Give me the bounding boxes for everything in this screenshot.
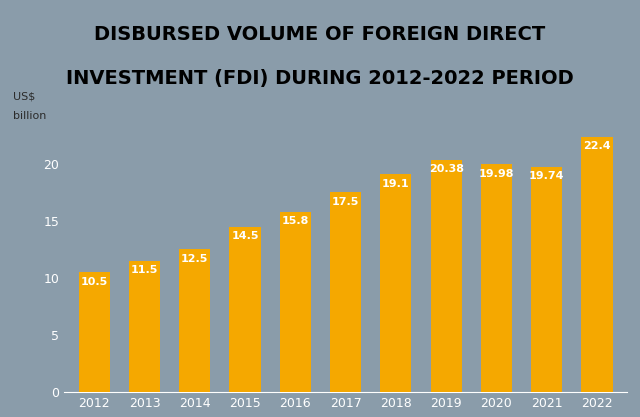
Bar — [531, 167, 563, 392]
Text: 11.5: 11.5 — [131, 265, 158, 275]
Text: INVESTMENT (FDI) DURING 2012-2022 PERIOD: INVESTMENT (FDI) DURING 2012-2022 PERIOD — [66, 70, 574, 88]
Bar — [582, 136, 612, 392]
Text: 20.38: 20.38 — [429, 164, 463, 174]
Text: 19.1: 19.1 — [382, 179, 410, 189]
Text: billion: billion — [13, 111, 47, 121]
Text: US$: US$ — [13, 91, 36, 101]
Text: 19.74: 19.74 — [529, 171, 564, 181]
Text: 15.8: 15.8 — [282, 216, 309, 226]
Text: 19.98: 19.98 — [479, 169, 514, 179]
Text: DISBURSED VOLUME OF FOREIGN DIRECT: DISBURSED VOLUME OF FOREIGN DIRECT — [94, 25, 546, 44]
Bar — [280, 212, 311, 392]
Text: 10.5: 10.5 — [81, 277, 108, 287]
Bar — [79, 272, 110, 392]
Bar — [330, 192, 361, 392]
Bar — [380, 174, 412, 392]
Bar — [179, 249, 211, 392]
Bar — [481, 164, 512, 392]
Text: 12.5: 12.5 — [181, 254, 209, 264]
Text: 22.4: 22.4 — [583, 141, 611, 151]
Bar — [431, 160, 462, 392]
Bar — [129, 261, 160, 392]
Text: 14.5: 14.5 — [231, 231, 259, 241]
Bar — [230, 226, 260, 392]
Text: 17.5: 17.5 — [332, 197, 359, 207]
